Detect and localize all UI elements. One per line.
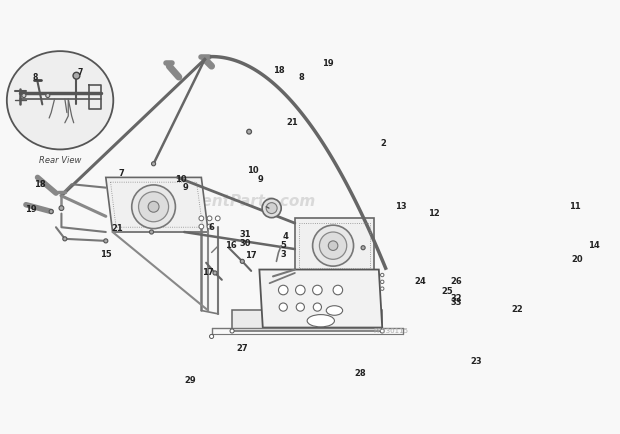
Circle shape: [73, 72, 80, 79]
Text: 15: 15: [100, 250, 112, 259]
Text: 2: 2: [381, 139, 386, 148]
Circle shape: [381, 280, 384, 283]
Text: Rear View: Rear View: [39, 156, 81, 165]
Text: 10: 10: [247, 166, 259, 175]
Text: 7: 7: [118, 170, 125, 178]
Text: 6: 6: [209, 223, 215, 232]
Text: 22: 22: [512, 305, 523, 314]
Circle shape: [207, 216, 212, 221]
Text: 19: 19: [322, 59, 334, 68]
Text: 18: 18: [33, 180, 45, 189]
Text: 7: 7: [78, 69, 83, 78]
Circle shape: [296, 285, 305, 295]
Text: 33: 33: [450, 298, 462, 307]
Text: 28: 28: [355, 369, 366, 378]
Text: 9: 9: [183, 183, 188, 192]
Circle shape: [22, 93, 26, 98]
Text: PP530115: PP530115: [373, 329, 408, 334]
Circle shape: [215, 216, 220, 221]
Circle shape: [313, 303, 322, 311]
Text: 17: 17: [246, 251, 257, 260]
Circle shape: [381, 273, 384, 277]
Text: 4: 4: [282, 232, 288, 241]
Circle shape: [319, 232, 347, 259]
Text: 29: 29: [184, 375, 195, 385]
Text: 24: 24: [414, 277, 426, 286]
Text: 20: 20: [571, 255, 583, 264]
Circle shape: [207, 224, 212, 229]
Circle shape: [46, 93, 50, 98]
Circle shape: [380, 329, 384, 333]
Circle shape: [138, 192, 169, 222]
Ellipse shape: [7, 51, 113, 149]
Text: 30: 30: [240, 239, 252, 248]
Text: 25: 25: [441, 287, 453, 296]
Circle shape: [213, 271, 217, 275]
Text: 13: 13: [396, 202, 407, 211]
Circle shape: [59, 206, 64, 210]
Text: 11: 11: [569, 202, 580, 211]
Circle shape: [262, 199, 281, 218]
Circle shape: [361, 246, 365, 250]
Circle shape: [210, 334, 214, 339]
Text: 17: 17: [202, 269, 214, 277]
Circle shape: [333, 285, 343, 295]
Circle shape: [278, 285, 288, 295]
Text: 16: 16: [225, 241, 237, 250]
Text: 19: 19: [25, 205, 37, 214]
Circle shape: [296, 303, 304, 311]
Circle shape: [266, 203, 277, 214]
Polygon shape: [259, 270, 382, 328]
Text: 8: 8: [299, 72, 304, 82]
Polygon shape: [106, 178, 208, 232]
Circle shape: [247, 129, 252, 134]
Circle shape: [381, 287, 384, 290]
Circle shape: [104, 239, 108, 243]
Text: 21: 21: [286, 118, 298, 127]
Text: 3: 3: [280, 250, 286, 259]
Circle shape: [199, 224, 204, 229]
Text: 27: 27: [236, 344, 248, 352]
Polygon shape: [232, 310, 382, 331]
Text: eReplacementParts.com: eReplacementParts.com: [108, 194, 315, 209]
Text: 12: 12: [428, 209, 440, 218]
Circle shape: [329, 241, 338, 250]
Text: 18: 18: [273, 66, 285, 75]
Text: 5: 5: [280, 241, 286, 250]
Circle shape: [149, 230, 154, 234]
Circle shape: [151, 162, 156, 166]
Text: 14: 14: [588, 241, 600, 250]
Circle shape: [312, 285, 322, 295]
Text: 21: 21: [112, 224, 123, 233]
Circle shape: [63, 237, 67, 241]
Circle shape: [279, 303, 287, 311]
Circle shape: [148, 201, 159, 212]
Text: 26: 26: [450, 277, 462, 286]
Polygon shape: [295, 218, 374, 273]
Text: 10: 10: [175, 175, 187, 184]
Circle shape: [131, 185, 175, 229]
Ellipse shape: [307, 315, 334, 327]
Circle shape: [49, 210, 53, 214]
Circle shape: [230, 329, 234, 333]
Circle shape: [241, 259, 244, 263]
Text: 23: 23: [471, 357, 482, 366]
Ellipse shape: [326, 306, 343, 315]
Text: 31: 31: [240, 230, 252, 239]
Circle shape: [312, 225, 353, 266]
Text: 9: 9: [258, 175, 264, 184]
Text: 32: 32: [450, 294, 462, 302]
Text: 8: 8: [33, 72, 38, 82]
Circle shape: [199, 216, 204, 221]
